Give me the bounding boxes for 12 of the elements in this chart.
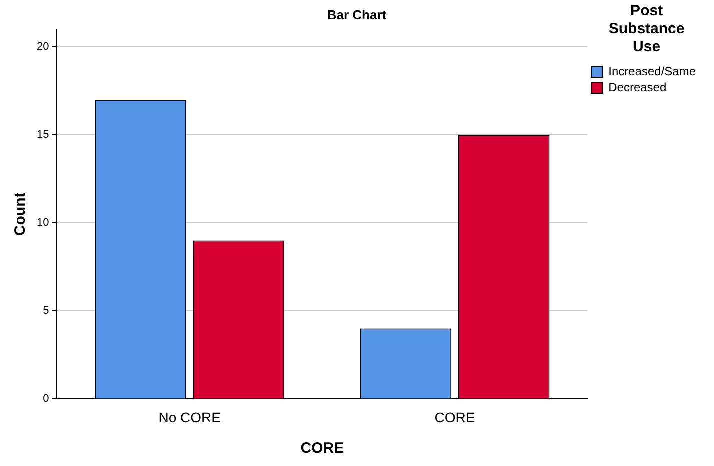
x-tick-label: No CORE <box>158 409 221 426</box>
legend-title: Post Substance Use <box>608 2 685 56</box>
legend-label: Decreased <box>608 80 667 94</box>
y-tick-label: 20 <box>36 41 50 54</box>
x-axis-title: CORE <box>300 440 344 458</box>
y-tick-label: 0 <box>43 393 50 406</box>
legend-label: Increased/Same <box>608 64 696 78</box>
chart-title: Bar Chart <box>327 7 388 22</box>
y-tick-label: 10 <box>36 217 50 230</box>
y-tick-label: 15 <box>36 129 50 142</box>
y-axis-title: Count <box>12 192 30 236</box>
y-tick-label: 5 <box>43 305 50 318</box>
